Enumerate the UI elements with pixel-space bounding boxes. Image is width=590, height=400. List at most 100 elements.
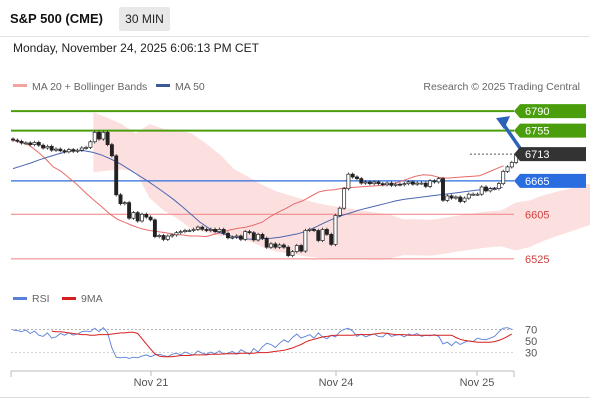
candle-body [84, 147, 89, 149]
candle [92, 130, 97, 144]
candle [496, 181, 501, 191]
candle [363, 180, 368, 185]
candle [62, 149, 67, 154]
candle-body [148, 216, 153, 221]
candle [479, 185, 484, 196]
candle-body [453, 196, 458, 199]
rsi-ma-line [51, 330, 513, 358]
candle [36, 140, 41, 147]
candle-body [170, 234, 175, 237]
bollinger-band-layer [93, 112, 590, 260]
candle-body [398, 183, 402, 186]
candle-body [419, 182, 424, 185]
x-tick-label: Nov 25 [460, 377, 495, 389]
candle-body [118, 194, 123, 205]
candle-body [312, 229, 316, 231]
candle [131, 210, 136, 220]
candle [432, 179, 437, 184]
candle-body [200, 226, 205, 230]
candle-body [324, 229, 329, 235]
level-label-6665: 6665 [525, 176, 549, 188]
candle-body [131, 212, 136, 219]
candle-body [114, 155, 119, 196]
candle-body [372, 181, 377, 185]
forecast-arrow-head [496, 116, 510, 130]
candle-body [45, 145, 50, 149]
candle-body [320, 229, 325, 241]
candle [84, 145, 89, 150]
candle [337, 206, 342, 218]
candle-body [234, 235, 239, 238]
x-tick-label: Nov 21 [134, 377, 169, 389]
candle [109, 142, 114, 158]
bottom-border [0, 397, 590, 398]
candle-body [251, 232, 256, 241]
candle-body [479, 186, 484, 195]
candle-body [342, 188, 347, 209]
candle [462, 196, 467, 204]
x-tick-label: Nov 24 [319, 377, 354, 389]
candle [105, 130, 110, 147]
candle [183, 228, 187, 234]
candle [71, 147, 76, 153]
candle-body [509, 162, 514, 168]
ma50-legend-label: MA 50 [175, 81, 205, 93]
candle-body [294, 245, 299, 252]
candle [127, 200, 132, 220]
candle [277, 243, 282, 249]
candle [372, 180, 377, 186]
copyright: Research © 2025 Trading Central [423, 81, 580, 93]
level-label-6605: 6605 [525, 209, 549, 221]
candle-body [217, 229, 222, 232]
rsi-legend-swatch [13, 297, 27, 300]
rsi-tick-70: 70 [525, 324, 537, 336]
candle [135, 210, 140, 223]
candle-body [49, 145, 54, 151]
candle-body [140, 213, 144, 222]
timeframe-badge[interactable] [119, 7, 170, 31]
candle [346, 172, 351, 191]
candle [402, 181, 407, 187]
candle-body [445, 195, 450, 201]
candle [208, 227, 213, 233]
bollinger-band [93, 112, 590, 260]
candle-body [122, 202, 127, 205]
candle [178, 229, 183, 235]
candle-body [183, 230, 187, 232]
candle [286, 245, 291, 258]
candle [191, 227, 196, 233]
candle-body [195, 226, 200, 230]
candle [66, 147, 71, 154]
candle [101, 130, 106, 141]
candle-body [488, 188, 493, 192]
candle-body [316, 230, 321, 241]
candle-body [58, 148, 63, 152]
ma20-line [12, 139, 504, 238]
level-tag-6755 [514, 123, 586, 138]
candle [75, 148, 80, 153]
candle-body [92, 131, 97, 143]
candle [299, 243, 304, 253]
candle [376, 180, 381, 186]
candle [385, 181, 390, 187]
timeframe-label[interactable]: 30 MIN [125, 12, 164, 26]
candle-body [346, 173, 351, 190]
candle [45, 144, 50, 150]
candle [54, 147, 58, 152]
candle [49, 144, 54, 152]
level-label-6755: 6755 [525, 126, 549, 138]
candle [226, 231, 230, 240]
candle-body [458, 196, 463, 202]
candle [320, 227, 325, 243]
candle-body [23, 142, 28, 145]
candle [41, 143, 46, 150]
candle [204, 227, 209, 233]
candle [260, 232, 265, 240]
candle [148, 215, 153, 222]
candle [410, 180, 415, 186]
candle [238, 234, 243, 242]
candle [264, 236, 269, 249]
candle [406, 180, 411, 186]
